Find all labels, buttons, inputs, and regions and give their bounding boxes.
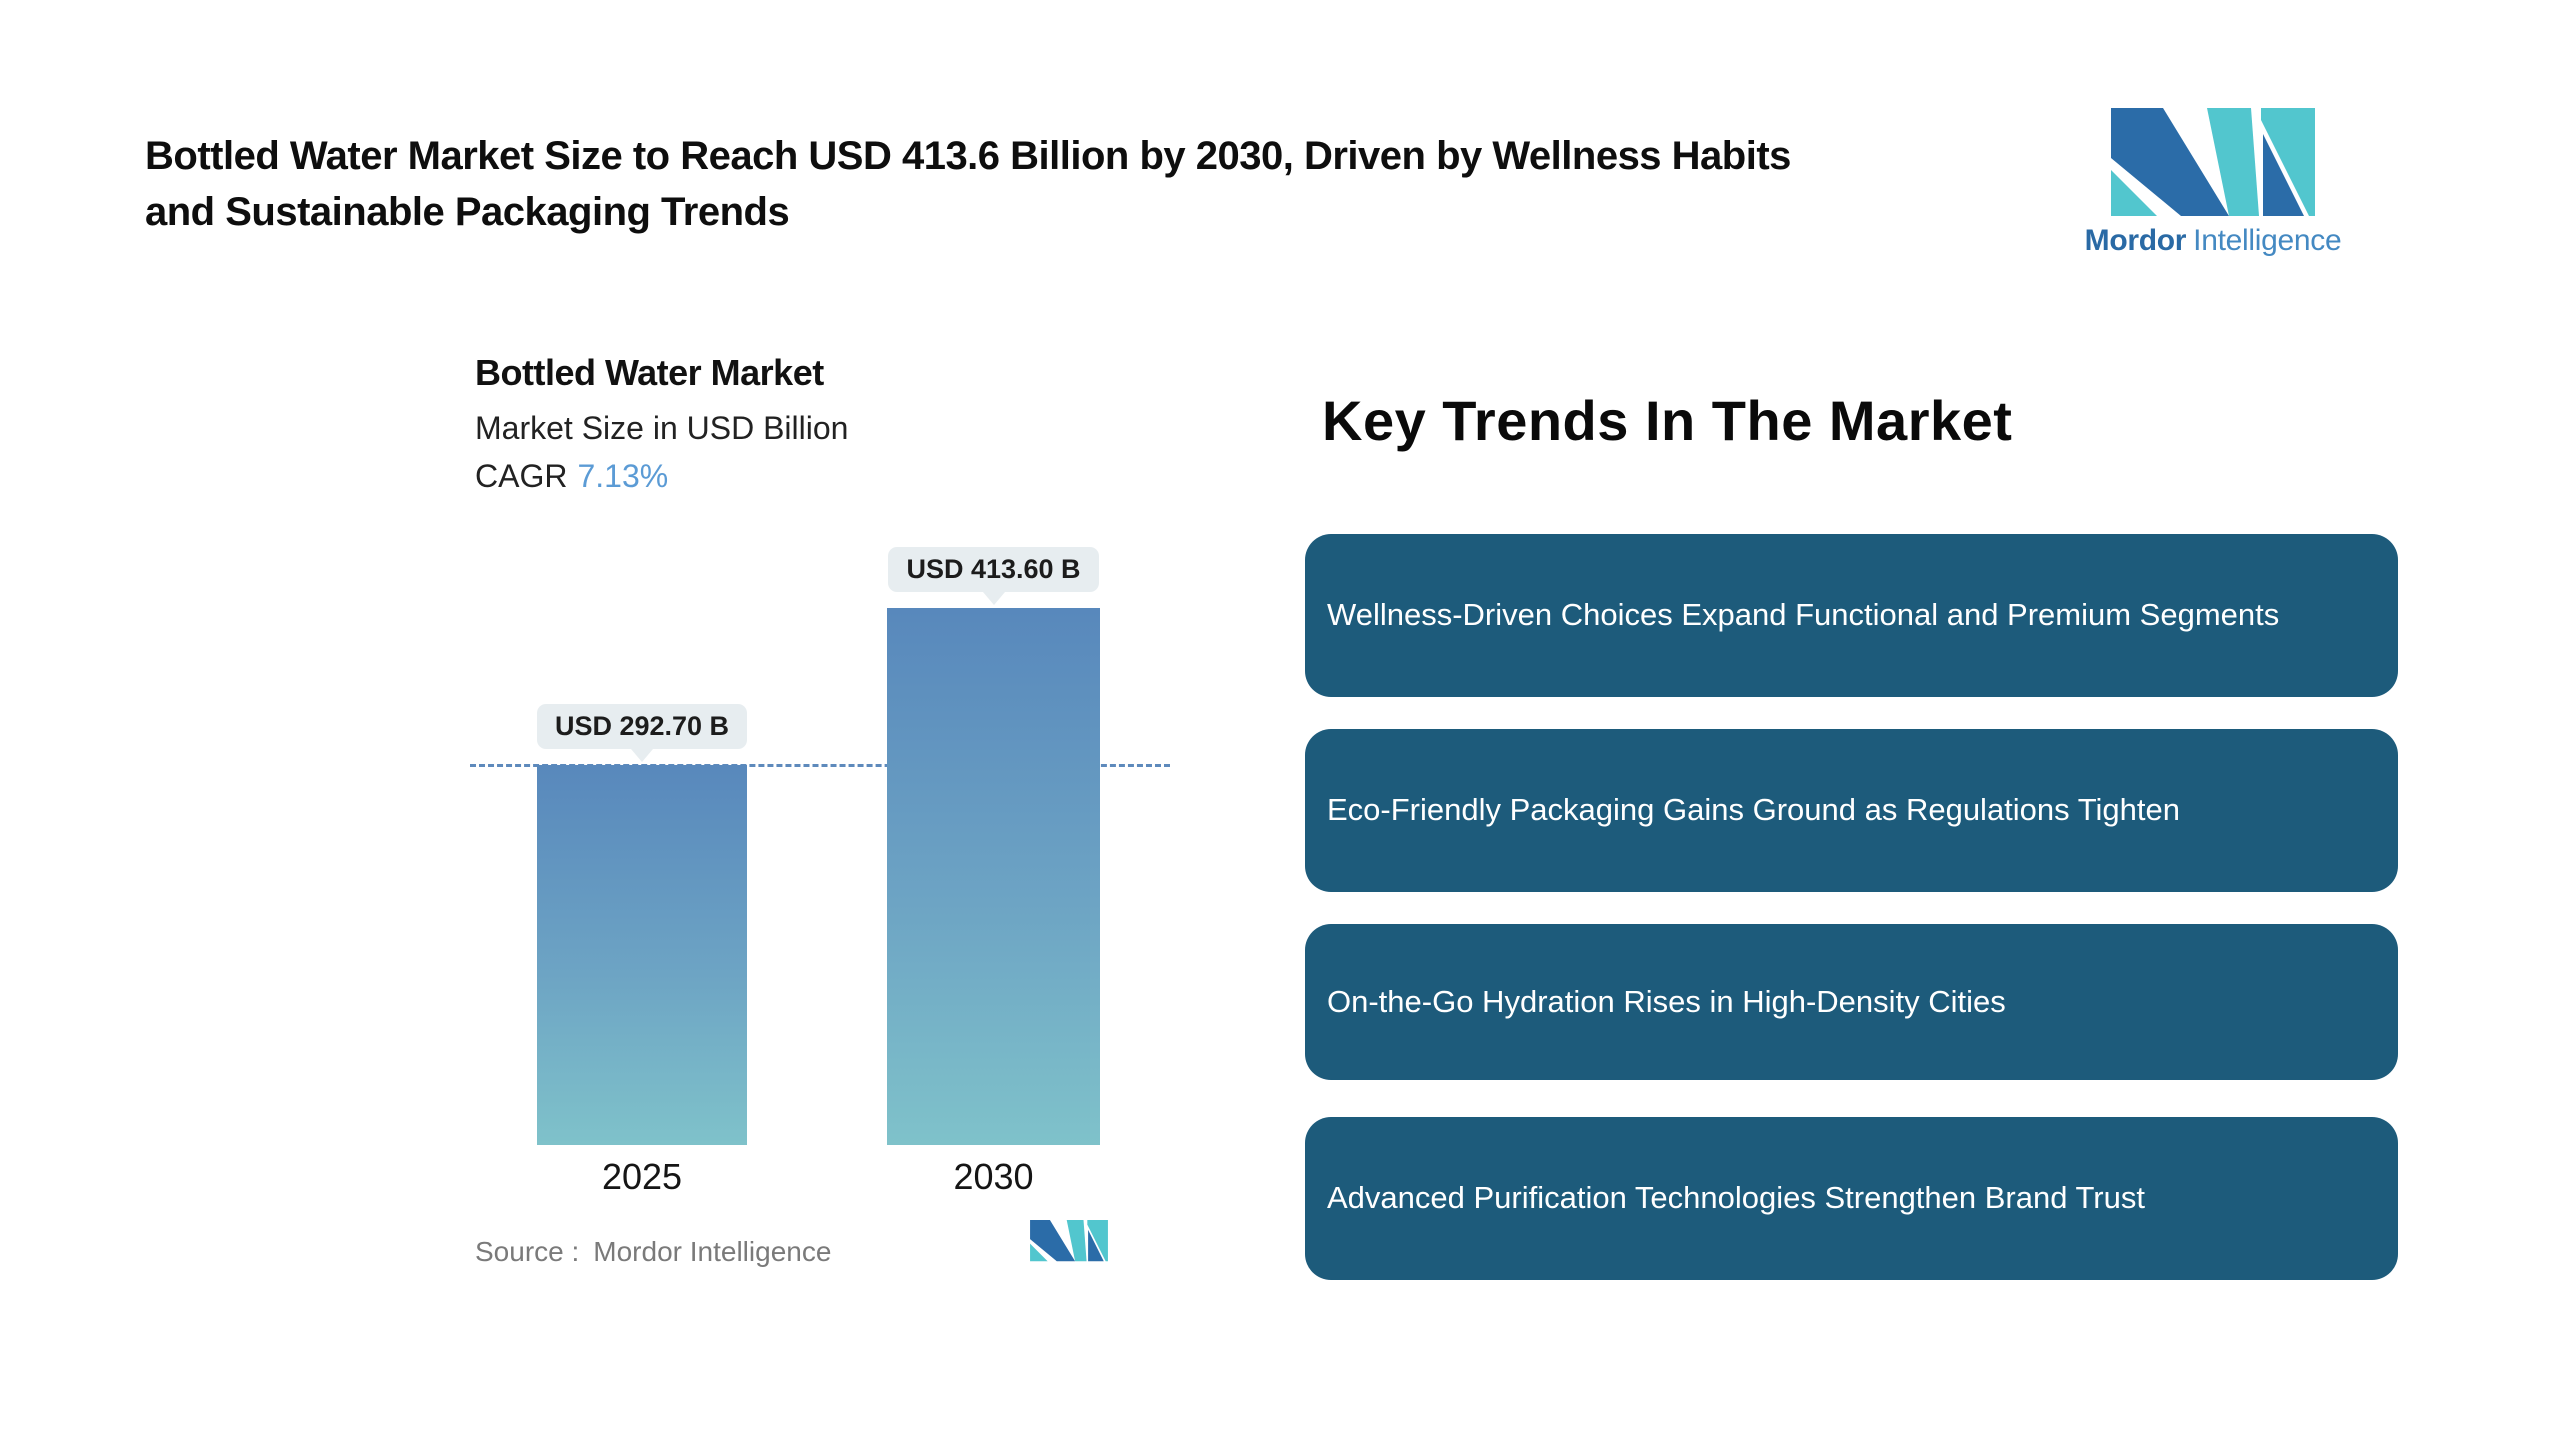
trends-heading: Key Trends In The Market <box>1322 389 2013 452</box>
trend-card-text: On-the-Go Hydration Rises in High-Densit… <box>1327 983 2006 1019</box>
brand-wordmark: Mordor Intelligence <box>2082 224 2344 258</box>
page-title-line-2: and Sustainable Packaging Trends <box>145 190 790 234</box>
chart-title: Bottled Water Market <box>475 352 824 393</box>
trend-card-text: Eco-Friendly Packaging Gains Ground as R… <box>1327 792 2180 828</box>
chart-cagr-line: CAGR 7.13% <box>475 458 668 495</box>
chart-subtitle: Market Size in USD Billion <box>475 410 849 446</box>
brand-logo: Mordor Intelligence <box>2082 108 2344 258</box>
bar-column-2025: USD 292.70 B <box>536 704 748 1145</box>
trend-card-wellness: Wellness-Driven Choices Expand Functiona… <box>1305 534 2398 697</box>
page-title: Bottled Water Market Size to Reach USD 4… <box>145 128 2145 240</box>
bar-2030 <box>887 608 1100 1145</box>
bar-column-2030: USD 413.60 B <box>887 547 1100 1145</box>
value-label-pointer-icon <box>631 749 653 762</box>
trend-card-hydration: On-the-Go Hydration Rises in High-Densit… <box>1305 924 2398 1080</box>
cagr-value: 7.13% <box>577 458 669 494</box>
trend-card-purification: Advanced Purification Technologies Stren… <box>1305 1117 2398 1280</box>
dashed-reference-line <box>470 764 1170 767</box>
source-value: Mordor Intelligence <box>593 1236 832 1267</box>
source-label: Source : <box>475 1236 580 1267</box>
value-label-2030: USD 413.60 B <box>888 547 1099 592</box>
brand-name-light: Intelligence <box>2193 224 2342 257</box>
value-label-2025: USD 292.70 B <box>536 704 748 749</box>
source-line: Source : Mordor Intelligence <box>475 1236 831 1268</box>
page-title-line-1: Bottled Water Market Size to Reach USD 4… <box>145 134 1791 178</box>
trend-card-text: Advanced Purification Technologies Stren… <box>1327 1180 2145 1216</box>
bar-chart-plot: USD 292.70 B USD 413.60 B <box>470 540 1170 1145</box>
mordor-intelligence-logo-icon <box>2111 108 2315 216</box>
source-mini-logo-icon <box>1030 1220 1108 1262</box>
value-label-pointer-icon <box>982 592 1005 605</box>
x-axis-label-2025: 2025 <box>601 1156 683 1197</box>
cagr-label: CAGR <box>475 458 568 494</box>
trend-card-text: Wellness-Driven Choices Expand Functiona… <box>1327 597 2280 633</box>
bar-2025 <box>537 765 747 1145</box>
x-axis-label-2030: 2030 <box>953 1156 1034 1197</box>
trend-card-eco-packaging: Eco-Friendly Packaging Gains Ground as R… <box>1305 729 2398 892</box>
brand-name-bold: Mordor <box>2084 224 2187 257</box>
